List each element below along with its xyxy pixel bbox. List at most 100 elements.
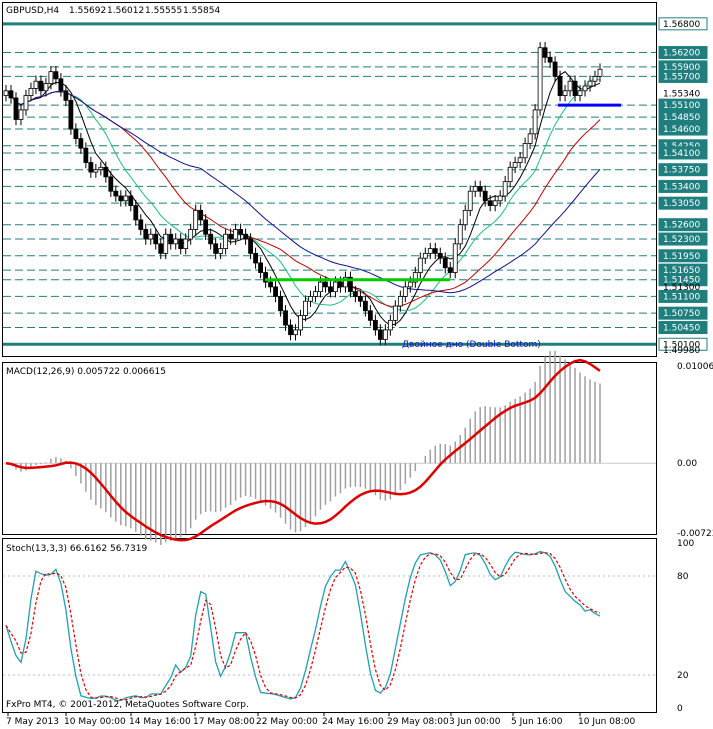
candle-body	[173, 238, 179, 245]
candle-body	[567, 80, 573, 92]
candle-body	[193, 209, 199, 230]
candle-body	[308, 296, 313, 302]
price-label-box	[658, 163, 708, 177]
candle-body	[208, 233, 214, 245]
price-level-label: 1.53400	[663, 182, 700, 192]
price-level-label: 1.52300	[663, 235, 700, 245]
candle-body	[497, 195, 503, 202]
candle-body	[522, 142, 528, 159]
candle-body	[73, 128, 79, 140]
candle-body	[367, 310, 373, 321]
price-label-box	[658, 306, 708, 320]
price-level-label: 1.56800	[663, 20, 700, 30]
time-axis-label: 10 May 00:00	[64, 717, 126, 727]
price-label-box	[658, 122, 708, 136]
candle-body	[93, 169, 99, 173]
candle-body	[562, 90, 568, 96]
candle-body	[33, 80, 39, 89]
candle-body	[467, 190, 473, 211]
candle-body	[178, 238, 184, 250]
candle-body	[392, 305, 398, 321]
candle-body	[582, 85, 588, 92]
candle-body	[28, 87, 34, 96]
candle-body	[263, 272, 268, 283]
candle-body	[103, 166, 109, 178]
stoch-signal-line	[5, 552, 601, 701]
candle-body	[442, 257, 448, 269]
candle-body	[527, 133, 533, 144]
candle-body	[108, 176, 114, 192]
stoch-tick-label: 100	[677, 539, 694, 549]
candle-body	[58, 78, 64, 92]
candle-body	[53, 71, 59, 80]
candle-body	[238, 229, 244, 235]
candle-body	[557, 76, 563, 96]
candle-body	[38, 80, 44, 92]
candle-body	[303, 300, 308, 316]
candle-body	[447, 267, 453, 273]
candle-body	[138, 219, 144, 230]
price-level-label: 1.54600	[663, 125, 700, 135]
candle-body	[48, 71, 54, 85]
price-label-box	[658, 196, 708, 210]
candle-body	[168, 233, 174, 245]
time-axis-label: 5 Jun 16:00	[511, 717, 563, 727]
candle-body	[422, 252, 428, 259]
candle-body	[3, 90, 9, 96]
candle-body	[512, 162, 518, 168]
candle-body	[323, 281, 328, 288]
price-plot	[3, 22, 656, 346]
candle-body	[537, 47, 543, 111]
candle-body	[348, 276, 353, 293]
price-level-label: 1.55700	[663, 72, 700, 82]
price-panel	[2, 2, 657, 357]
price-label-box	[658, 321, 708, 335]
candle-body	[298, 315, 303, 331]
price-axis-label: 1.55340	[663, 90, 700, 100]
price-level-label: 1.54850	[663, 113, 700, 123]
candle-body	[328, 286, 333, 293]
candle-body	[358, 296, 363, 302]
candle-body	[153, 233, 159, 245]
time-axis-label: 22 May 00:00	[256, 717, 318, 727]
candle-body	[402, 286, 408, 297]
time-axis: 7 May 2013 10 May 00:00 14 May 16:00 17 May…	[6, 712, 635, 727]
candle-body	[233, 229, 239, 240]
candle-body	[293, 329, 298, 336]
stoch-tick-label: 0	[677, 704, 683, 714]
candle-body	[98, 166, 104, 171]
candle-body	[412, 272, 418, 283]
stoch-main-line	[5, 550, 601, 702]
candle-body	[63, 90, 69, 101]
candle-body	[397, 296, 403, 307]
price-level-label: 1.55100	[663, 101, 700, 111]
candle-body	[552, 61, 558, 77]
candle-body	[372, 319, 378, 331]
candle-body	[268, 281, 273, 288]
price-level-label: 1.50450	[663, 324, 700, 334]
time-axis-label: 24 May 16:00	[322, 717, 384, 727]
price-label-box	[658, 337, 708, 351]
candle-body	[592, 76, 598, 82]
candle-body	[128, 195, 134, 206]
price-label-box	[658, 69, 708, 83]
double-bottom-annotation: Двойное дно (Double Bottom)	[402, 340, 541, 350]
candle-body	[343, 276, 348, 288]
candle-body	[318, 281, 323, 293]
candle-body	[18, 109, 24, 120]
candle-body	[437, 252, 443, 259]
price-label-box	[658, 232, 708, 246]
macd-panel	[2, 362, 657, 535]
price-level-label: 1.55900	[663, 63, 700, 73]
candle-body	[353, 291, 358, 297]
candle-body	[288, 324, 293, 336]
candle-body	[78, 138, 84, 149]
time-axis-label: 14 May 16:00	[129, 717, 191, 727]
candle-body	[258, 262, 263, 273]
candle-body	[188, 229, 194, 240]
candle-body	[163, 233, 169, 254]
candle-body	[387, 319, 393, 331]
stochastic-panel	[2, 538, 657, 713]
